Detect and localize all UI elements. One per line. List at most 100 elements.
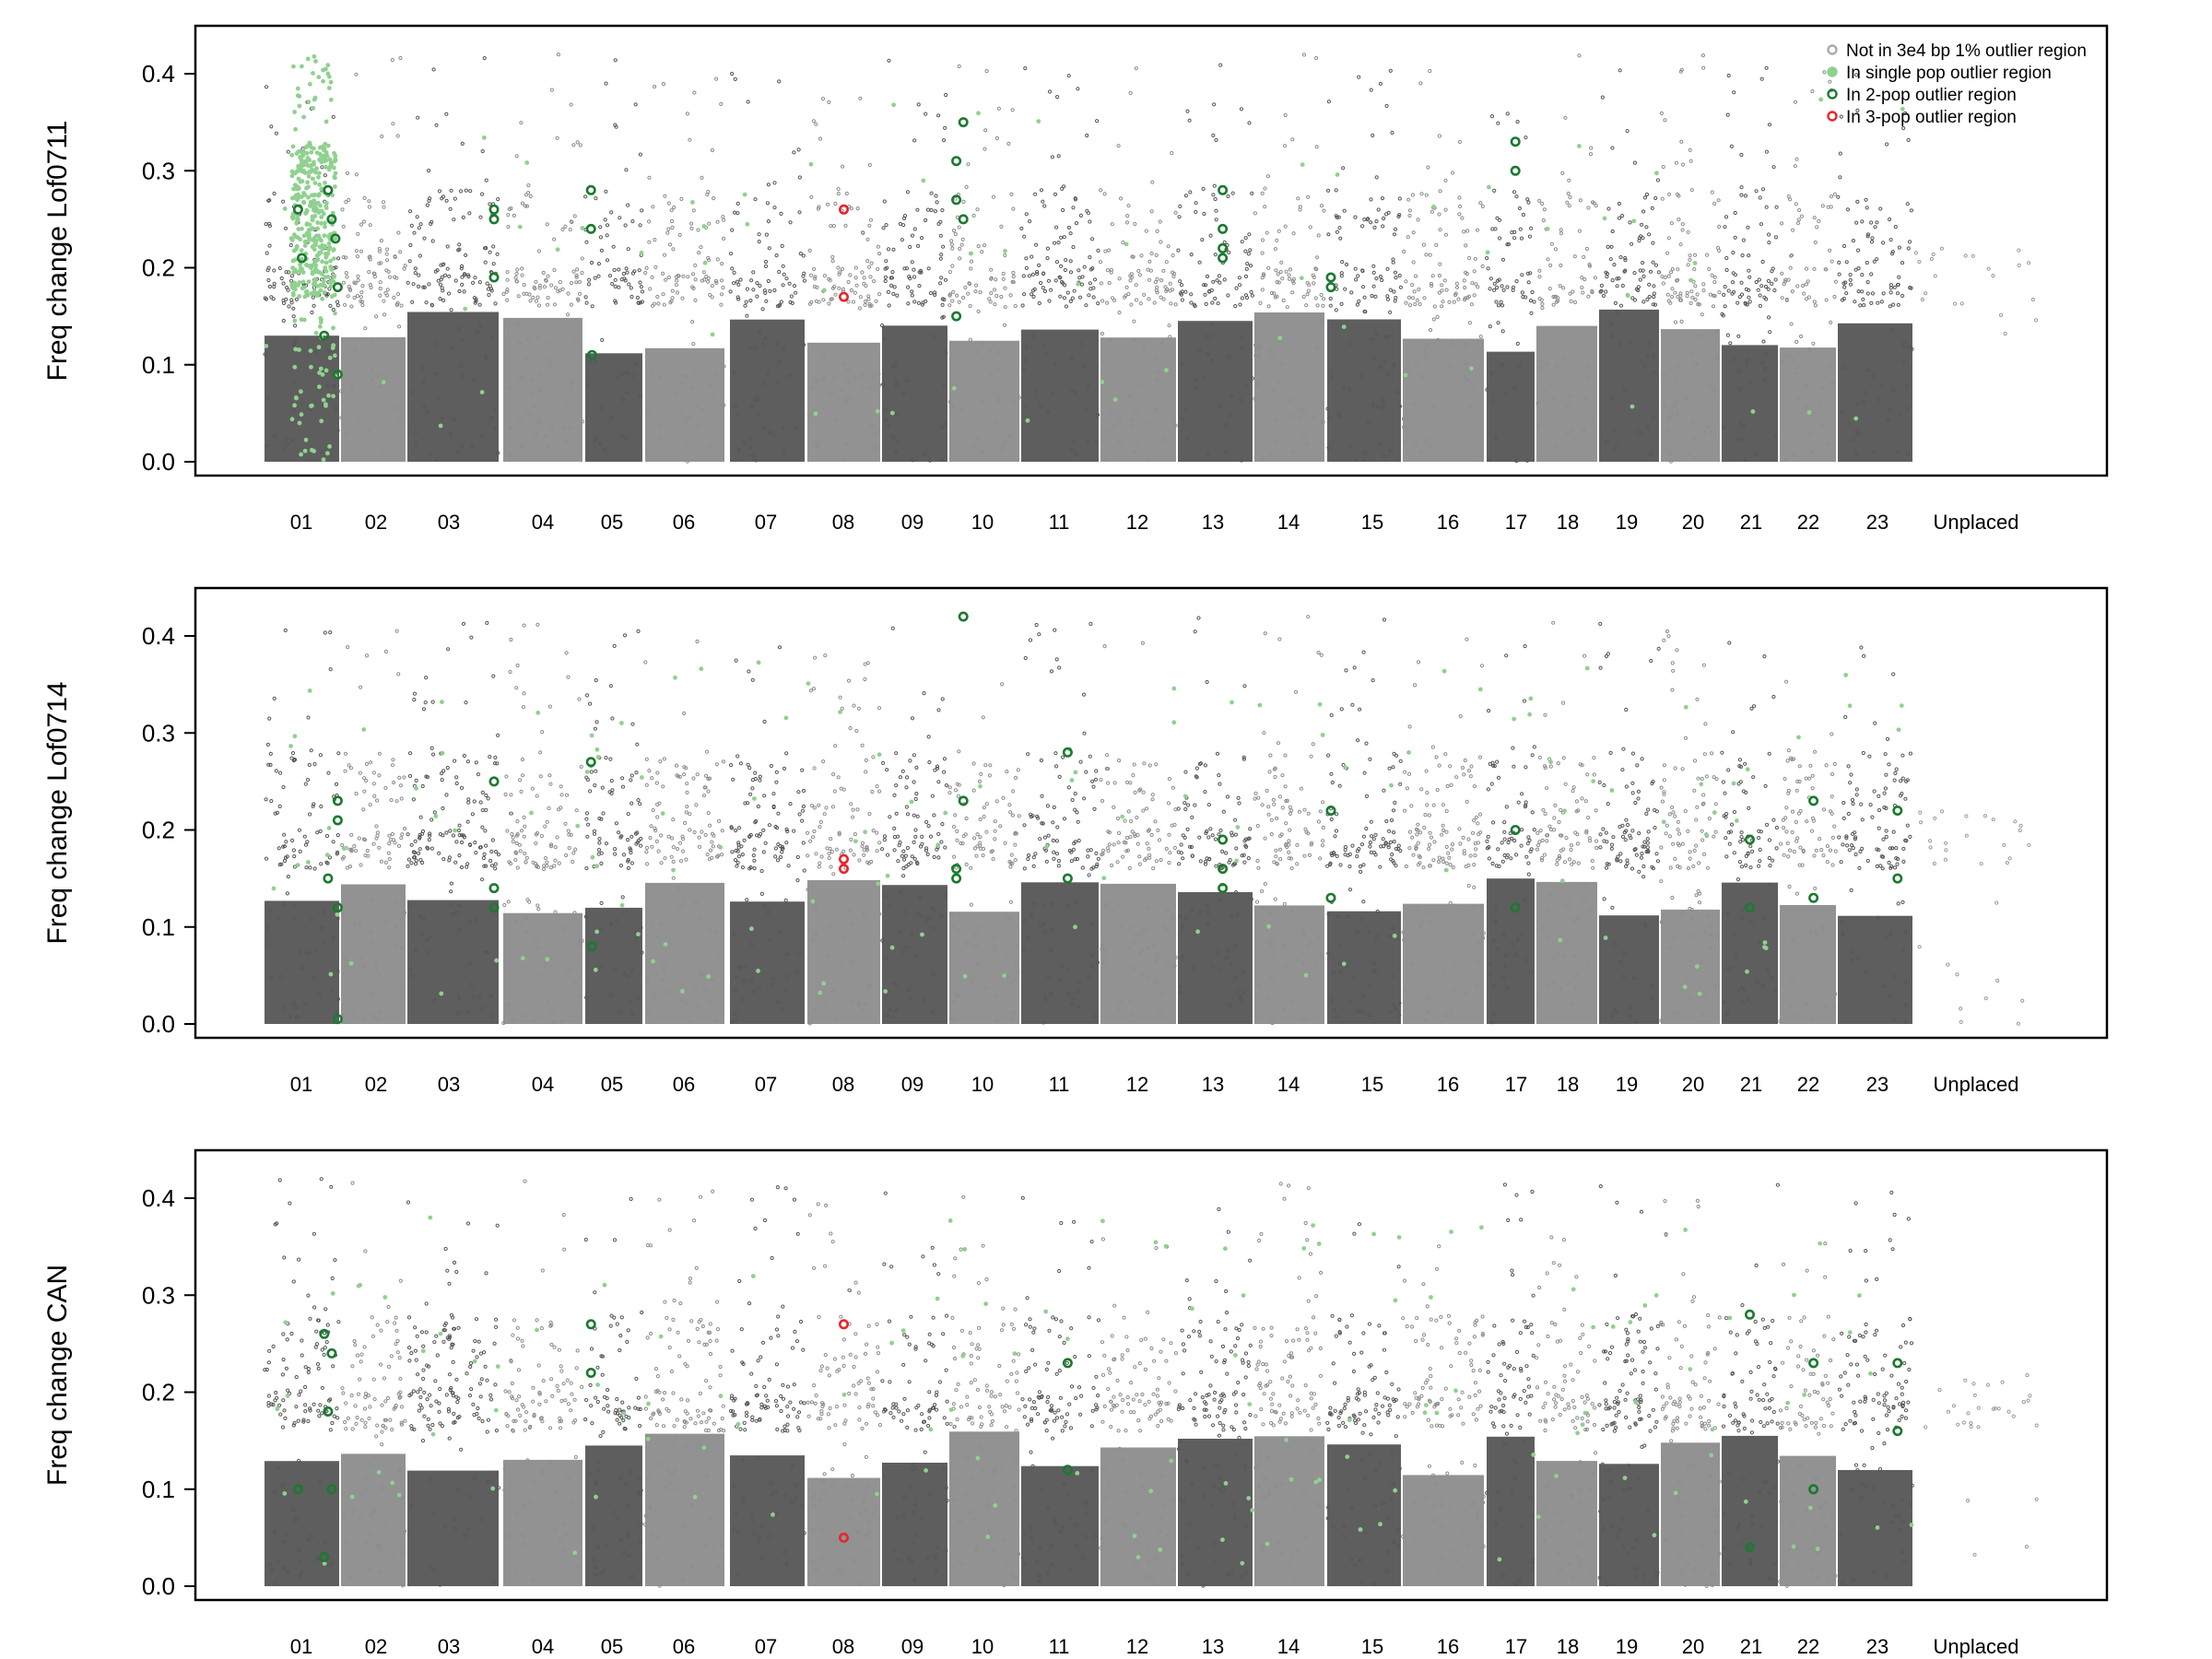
background-point bbox=[355, 254, 359, 259]
background-point bbox=[757, 240, 761, 244]
chromosome-dense-band bbox=[503, 317, 582, 462]
background-point bbox=[670, 225, 675, 229]
background-point bbox=[777, 79, 782, 84]
single-pop-point bbox=[292, 257, 298, 263]
panel-1-points bbox=[263, 53, 2039, 464]
single-pop-point bbox=[311, 176, 315, 182]
background-point bbox=[650, 275, 654, 279]
single-pop-point bbox=[1341, 324, 1347, 329]
background-point bbox=[647, 240, 652, 244]
background-point bbox=[574, 280, 579, 285]
background-point bbox=[412, 230, 417, 235]
background-point bbox=[566, 291, 571, 296]
background-point bbox=[457, 247, 462, 252]
single-pop-point bbox=[1036, 119, 1041, 124]
background-point bbox=[607, 274, 613, 278]
background-point bbox=[807, 301, 813, 306]
background-point bbox=[537, 286, 542, 290]
background-point bbox=[387, 275, 393, 279]
chromosome-dense-band bbox=[645, 882, 724, 1024]
y-axis-label: Freq change Lof0711 bbox=[42, 121, 73, 382]
background-point bbox=[580, 270, 584, 276]
background-point bbox=[461, 215, 465, 219]
background-point bbox=[644, 265, 649, 270]
background-point bbox=[425, 203, 429, 207]
background-point bbox=[392, 295, 396, 300]
single-pop-point bbox=[323, 224, 327, 229]
background-point bbox=[328, 303, 333, 308]
single-pop-point bbox=[308, 264, 313, 268]
background-point bbox=[854, 283, 859, 288]
background-point bbox=[708, 292, 712, 298]
single-pop-point bbox=[323, 220, 327, 226]
background-point bbox=[536, 249, 542, 253]
background-point bbox=[398, 55, 403, 61]
single-pop-point bbox=[312, 181, 318, 186]
background-point bbox=[623, 278, 628, 283]
background-point bbox=[706, 255, 711, 261]
background-point bbox=[766, 182, 771, 187]
background-point bbox=[274, 131, 278, 135]
background-point bbox=[294, 297, 299, 301]
background-point bbox=[710, 147, 715, 153]
background-point bbox=[632, 269, 637, 274]
single-pop-point bbox=[308, 199, 313, 205]
chromosome-dense-band bbox=[1487, 351, 1535, 462]
chromosome-dense-band bbox=[1536, 325, 1597, 462]
single-pop-point bbox=[311, 106, 316, 111]
background-point bbox=[675, 278, 679, 283]
single-pop-point bbox=[282, 206, 288, 211]
chromosome-dense-band bbox=[1403, 338, 1484, 462]
background-point bbox=[748, 299, 753, 303]
background-point bbox=[862, 276, 866, 280]
background-point bbox=[413, 266, 418, 271]
single-pop-point bbox=[1688, 277, 1693, 283]
chromosome-dense-band bbox=[1722, 345, 1778, 462]
chromosome-dense-band bbox=[585, 353, 642, 462]
background-point bbox=[385, 288, 390, 292]
background-point bbox=[738, 277, 743, 282]
single-pop-point bbox=[976, 111, 981, 116]
background-point bbox=[862, 281, 866, 286]
background-point bbox=[570, 219, 574, 225]
background-point bbox=[403, 264, 407, 268]
background-point bbox=[345, 275, 349, 279]
background-point bbox=[460, 275, 465, 279]
single-pop-point bbox=[968, 251, 973, 256]
background-point bbox=[473, 276, 477, 280]
background-point bbox=[483, 260, 488, 265]
background-point bbox=[798, 252, 803, 256]
background-point bbox=[640, 300, 645, 304]
single-pop-point bbox=[808, 161, 814, 167]
background-point bbox=[527, 292, 532, 297]
background-point bbox=[459, 266, 464, 271]
single-pop-point bbox=[289, 238, 295, 242]
background-point bbox=[385, 293, 390, 298]
chromosome-dense-band bbox=[1254, 905, 1324, 1024]
background-point bbox=[264, 297, 269, 301]
single-pop-point bbox=[524, 160, 530, 165]
background-point bbox=[624, 168, 629, 172]
background-point bbox=[566, 312, 571, 317]
background-point bbox=[384, 258, 390, 263]
legend-label: In 2-pop outlier region bbox=[1846, 86, 2017, 105]
background-point bbox=[713, 278, 719, 283]
background-point bbox=[534, 299, 539, 303]
background-point bbox=[828, 278, 832, 283]
single-pop-point bbox=[1003, 248, 1007, 253]
background-point bbox=[537, 283, 543, 288]
single-pop-point bbox=[324, 368, 329, 373]
single-pop-point bbox=[310, 237, 315, 242]
background-point bbox=[281, 281, 286, 286]
chromosome-dense-band bbox=[882, 325, 947, 462]
background-point bbox=[354, 249, 359, 253]
chromosome-dense-band bbox=[1780, 347, 1836, 462]
single-pop-point bbox=[324, 402, 328, 406]
background-point bbox=[441, 288, 445, 293]
single-pop-point bbox=[1485, 250, 1490, 255]
background-point bbox=[506, 225, 511, 229]
background-point bbox=[809, 194, 814, 199]
single-pop-point bbox=[310, 271, 315, 276]
chromosome-dense-band bbox=[341, 336, 406, 462]
background-point bbox=[787, 281, 792, 286]
